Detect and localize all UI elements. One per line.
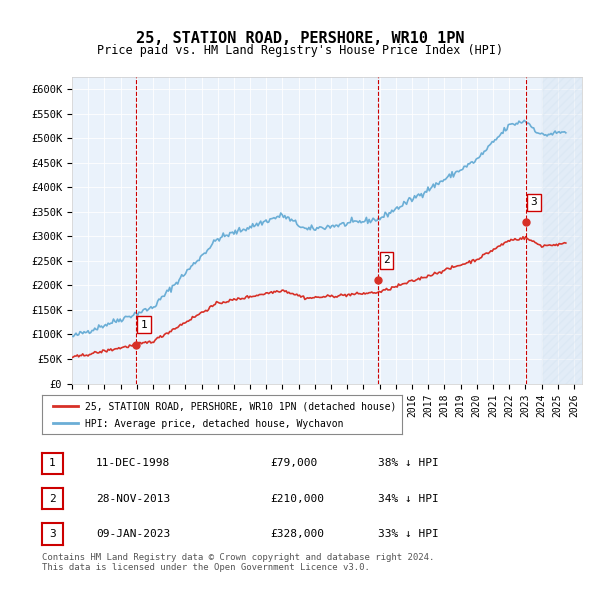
- Text: 25, STATION ROAD, PERSHORE, WR10 1PN: 25, STATION ROAD, PERSHORE, WR10 1PN: [136, 31, 464, 46]
- Text: Price paid vs. HM Land Registry's House Price Index (HPI): Price paid vs. HM Land Registry's House …: [97, 44, 503, 57]
- Text: £328,000: £328,000: [270, 529, 324, 539]
- Text: 25, STATION ROAD, PERSHORE, WR10 1PN (detached house): 25, STATION ROAD, PERSHORE, WR10 1PN (de…: [85, 402, 397, 412]
- Text: Contains HM Land Registry data © Crown copyright and database right 2024.
This d: Contains HM Land Registry data © Crown c…: [42, 553, 434, 572]
- Text: 3: 3: [49, 529, 56, 539]
- Text: 1: 1: [141, 320, 148, 330]
- Text: 28-NOV-2013: 28-NOV-2013: [96, 494, 170, 503]
- Text: HPI: Average price, detached house, Wychavon: HPI: Average price, detached house, Wych…: [85, 419, 344, 429]
- Text: 3: 3: [530, 197, 538, 207]
- Text: 34% ↓ HPI: 34% ↓ HPI: [378, 494, 439, 503]
- Text: 2: 2: [49, 494, 56, 503]
- Text: 1: 1: [49, 458, 56, 468]
- Bar: [542, 77, 582, 384]
- Text: 2: 2: [383, 255, 390, 266]
- Text: 38% ↓ HPI: 38% ↓ HPI: [378, 458, 439, 468]
- Text: £79,000: £79,000: [270, 458, 317, 468]
- Text: 09-JAN-2023: 09-JAN-2023: [96, 529, 170, 539]
- Text: £210,000: £210,000: [270, 494, 324, 503]
- Text: 11-DEC-1998: 11-DEC-1998: [96, 458, 170, 468]
- Text: 33% ↓ HPI: 33% ↓ HPI: [378, 529, 439, 539]
